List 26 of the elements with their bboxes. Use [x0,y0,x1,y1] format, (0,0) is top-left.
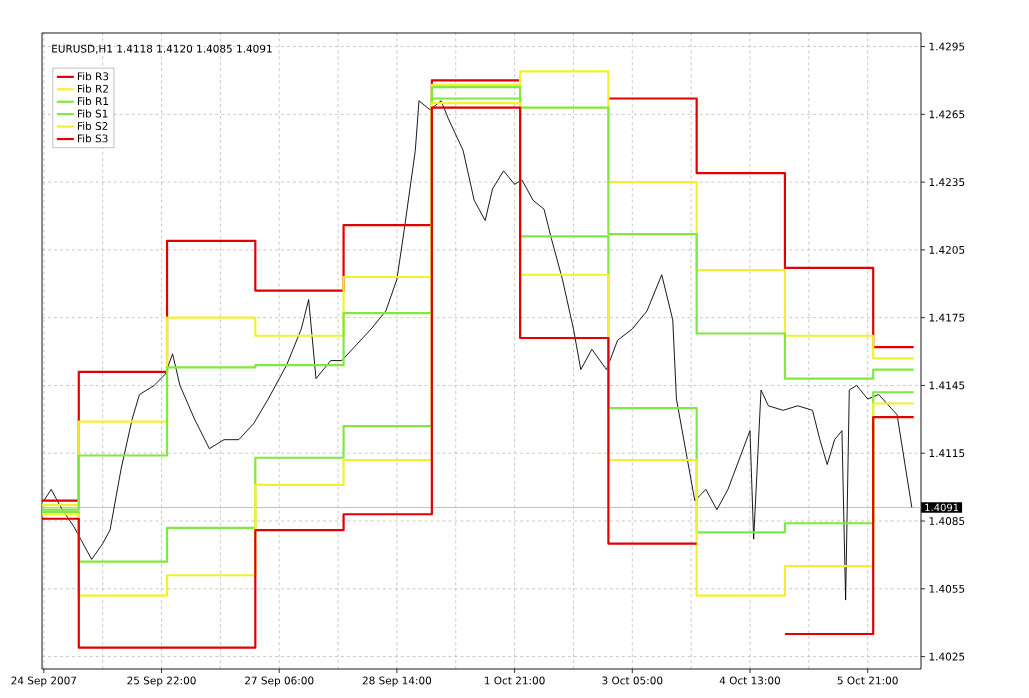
y-tick-label: 1.4295 [929,42,965,51]
y-tick-label: 1.4205 [929,245,965,254]
y-tick-label: 1.4235 [929,178,965,187]
legend-label: Fib R2 [77,84,108,93]
legend-label: Fib S2 [77,121,108,130]
ref-line-label: 1.4091 [925,503,959,512]
y-tick-label: 1.4085 [929,517,965,525]
x-tick-label: 1 Oct 21:00 [484,676,545,685]
x-tick-label: 25 Sep 22:00 [127,676,196,687]
y-tick-label: 1.4025 [929,652,965,661]
legend-label: Fib R1 [77,97,109,106]
legend-label: Fib R3 [77,72,109,81]
y-tick-label: 1.4265 [929,110,965,119]
y-tick-label: 1.4055 [929,584,965,593]
x-tick-label: 28 Sep 14:00 [362,676,432,687]
y-tick-label: 1.4175 [929,313,965,322]
legend-label: Fib S1 [77,109,108,118]
x-tick-label: 5 Oct 21:00 [837,676,898,685]
text: EURUSD,H1 1.4118 1.4120 1.4085 1.4091 [52,44,272,54]
y-tick-label: 1.4145 [929,381,965,390]
legend-label: Fib S3 [77,134,108,143]
y-tick-label: 1.4115 [929,449,965,458]
x-tick-label: 27 Sep 06:00 [245,676,314,687]
x-tick-label: 3 Oct 05:00 [602,676,663,685]
x-tick-label: 24 Sep 2007 [11,676,77,687]
x-tick-label: 4 Oct 13:00 [719,676,781,685]
